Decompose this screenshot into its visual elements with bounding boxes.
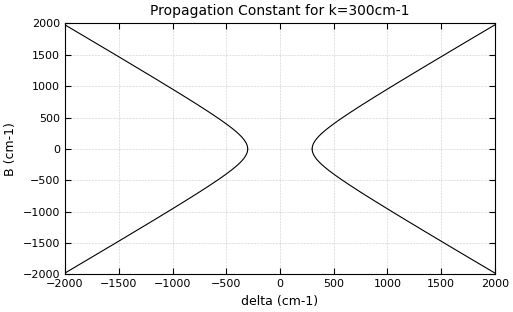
Y-axis label: B (cm-1): B (cm-1) bbox=[4, 122, 17, 176]
Title: Propagation Constant for k=300cm-1: Propagation Constant for k=300cm-1 bbox=[150, 4, 410, 18]
X-axis label: delta (cm-1): delta (cm-1) bbox=[241, 295, 319, 308]
